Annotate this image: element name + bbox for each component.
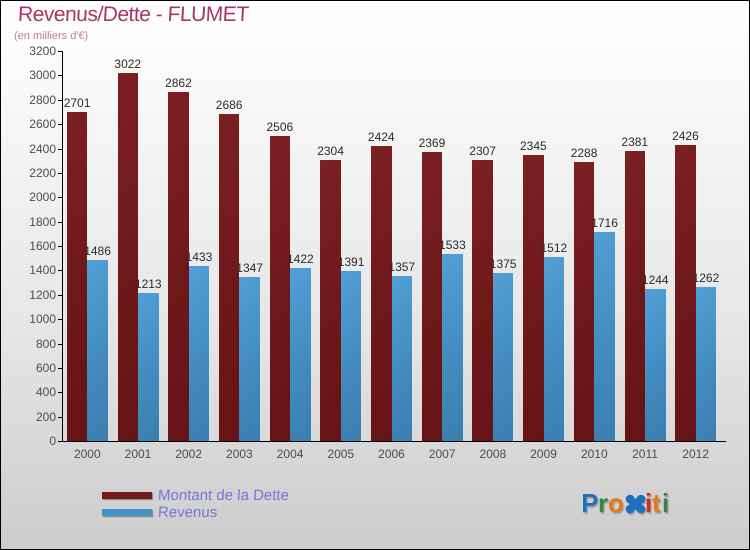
svg-text:i: i xyxy=(662,488,669,518)
svg-text:t: t xyxy=(652,488,661,518)
svg-text:r: r xyxy=(598,488,608,518)
svg-text:o: o xyxy=(608,488,624,518)
svg-text:P: P xyxy=(583,488,598,518)
